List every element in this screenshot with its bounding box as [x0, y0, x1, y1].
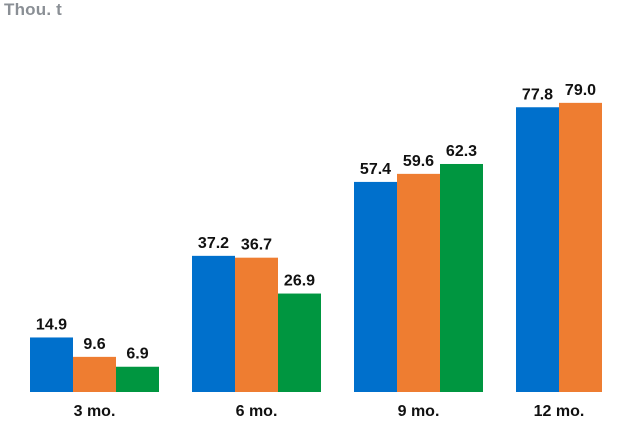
- category-label-2: 6 mo.: [236, 403, 278, 420]
- y-unit-label: Thou. t: [4, 0, 63, 19]
- bar-s1-3: [354, 181, 397, 392]
- bar-s3-1: [116, 366, 159, 392]
- value-label-s3-3: 62.3: [446, 143, 477, 160]
- value-label-s1-3: 57.4: [360, 161, 391, 178]
- bar-s2-4: [559, 102, 602, 393]
- bar-s3-3: [440, 163, 483, 392]
- value-label-s2-1: 9.6: [83, 336, 105, 353]
- bar-s1-2: [192, 255, 235, 392]
- bar-s2-3: [397, 173, 440, 392]
- bar-s1-4: [516, 107, 559, 392]
- value-label-s2-4: 79.0: [565, 82, 596, 99]
- value-label-s1-1: 14.9: [36, 316, 67, 333]
- bar-s3-2: [278, 293, 321, 392]
- value-label-s1-4: 77.8: [522, 86, 553, 103]
- value-label-s1-2: 37.2: [198, 235, 229, 252]
- bar-s2-1: [73, 356, 116, 392]
- bar-s1-1: [30, 337, 73, 392]
- value-label-s3-2: 26.9: [284, 273, 315, 290]
- category-label-3: 9 mo.: [398, 403, 440, 420]
- value-label-s3-1: 6.9: [126, 346, 148, 363]
- value-label-s2-2: 36.7: [241, 237, 272, 254]
- category-label-1: 3 mo.: [74, 403, 116, 420]
- category-label-4: 12 mo.: [534, 403, 585, 420]
- value-label-s2-3: 59.6: [403, 153, 434, 170]
- bar-s2-2: [235, 257, 278, 392]
